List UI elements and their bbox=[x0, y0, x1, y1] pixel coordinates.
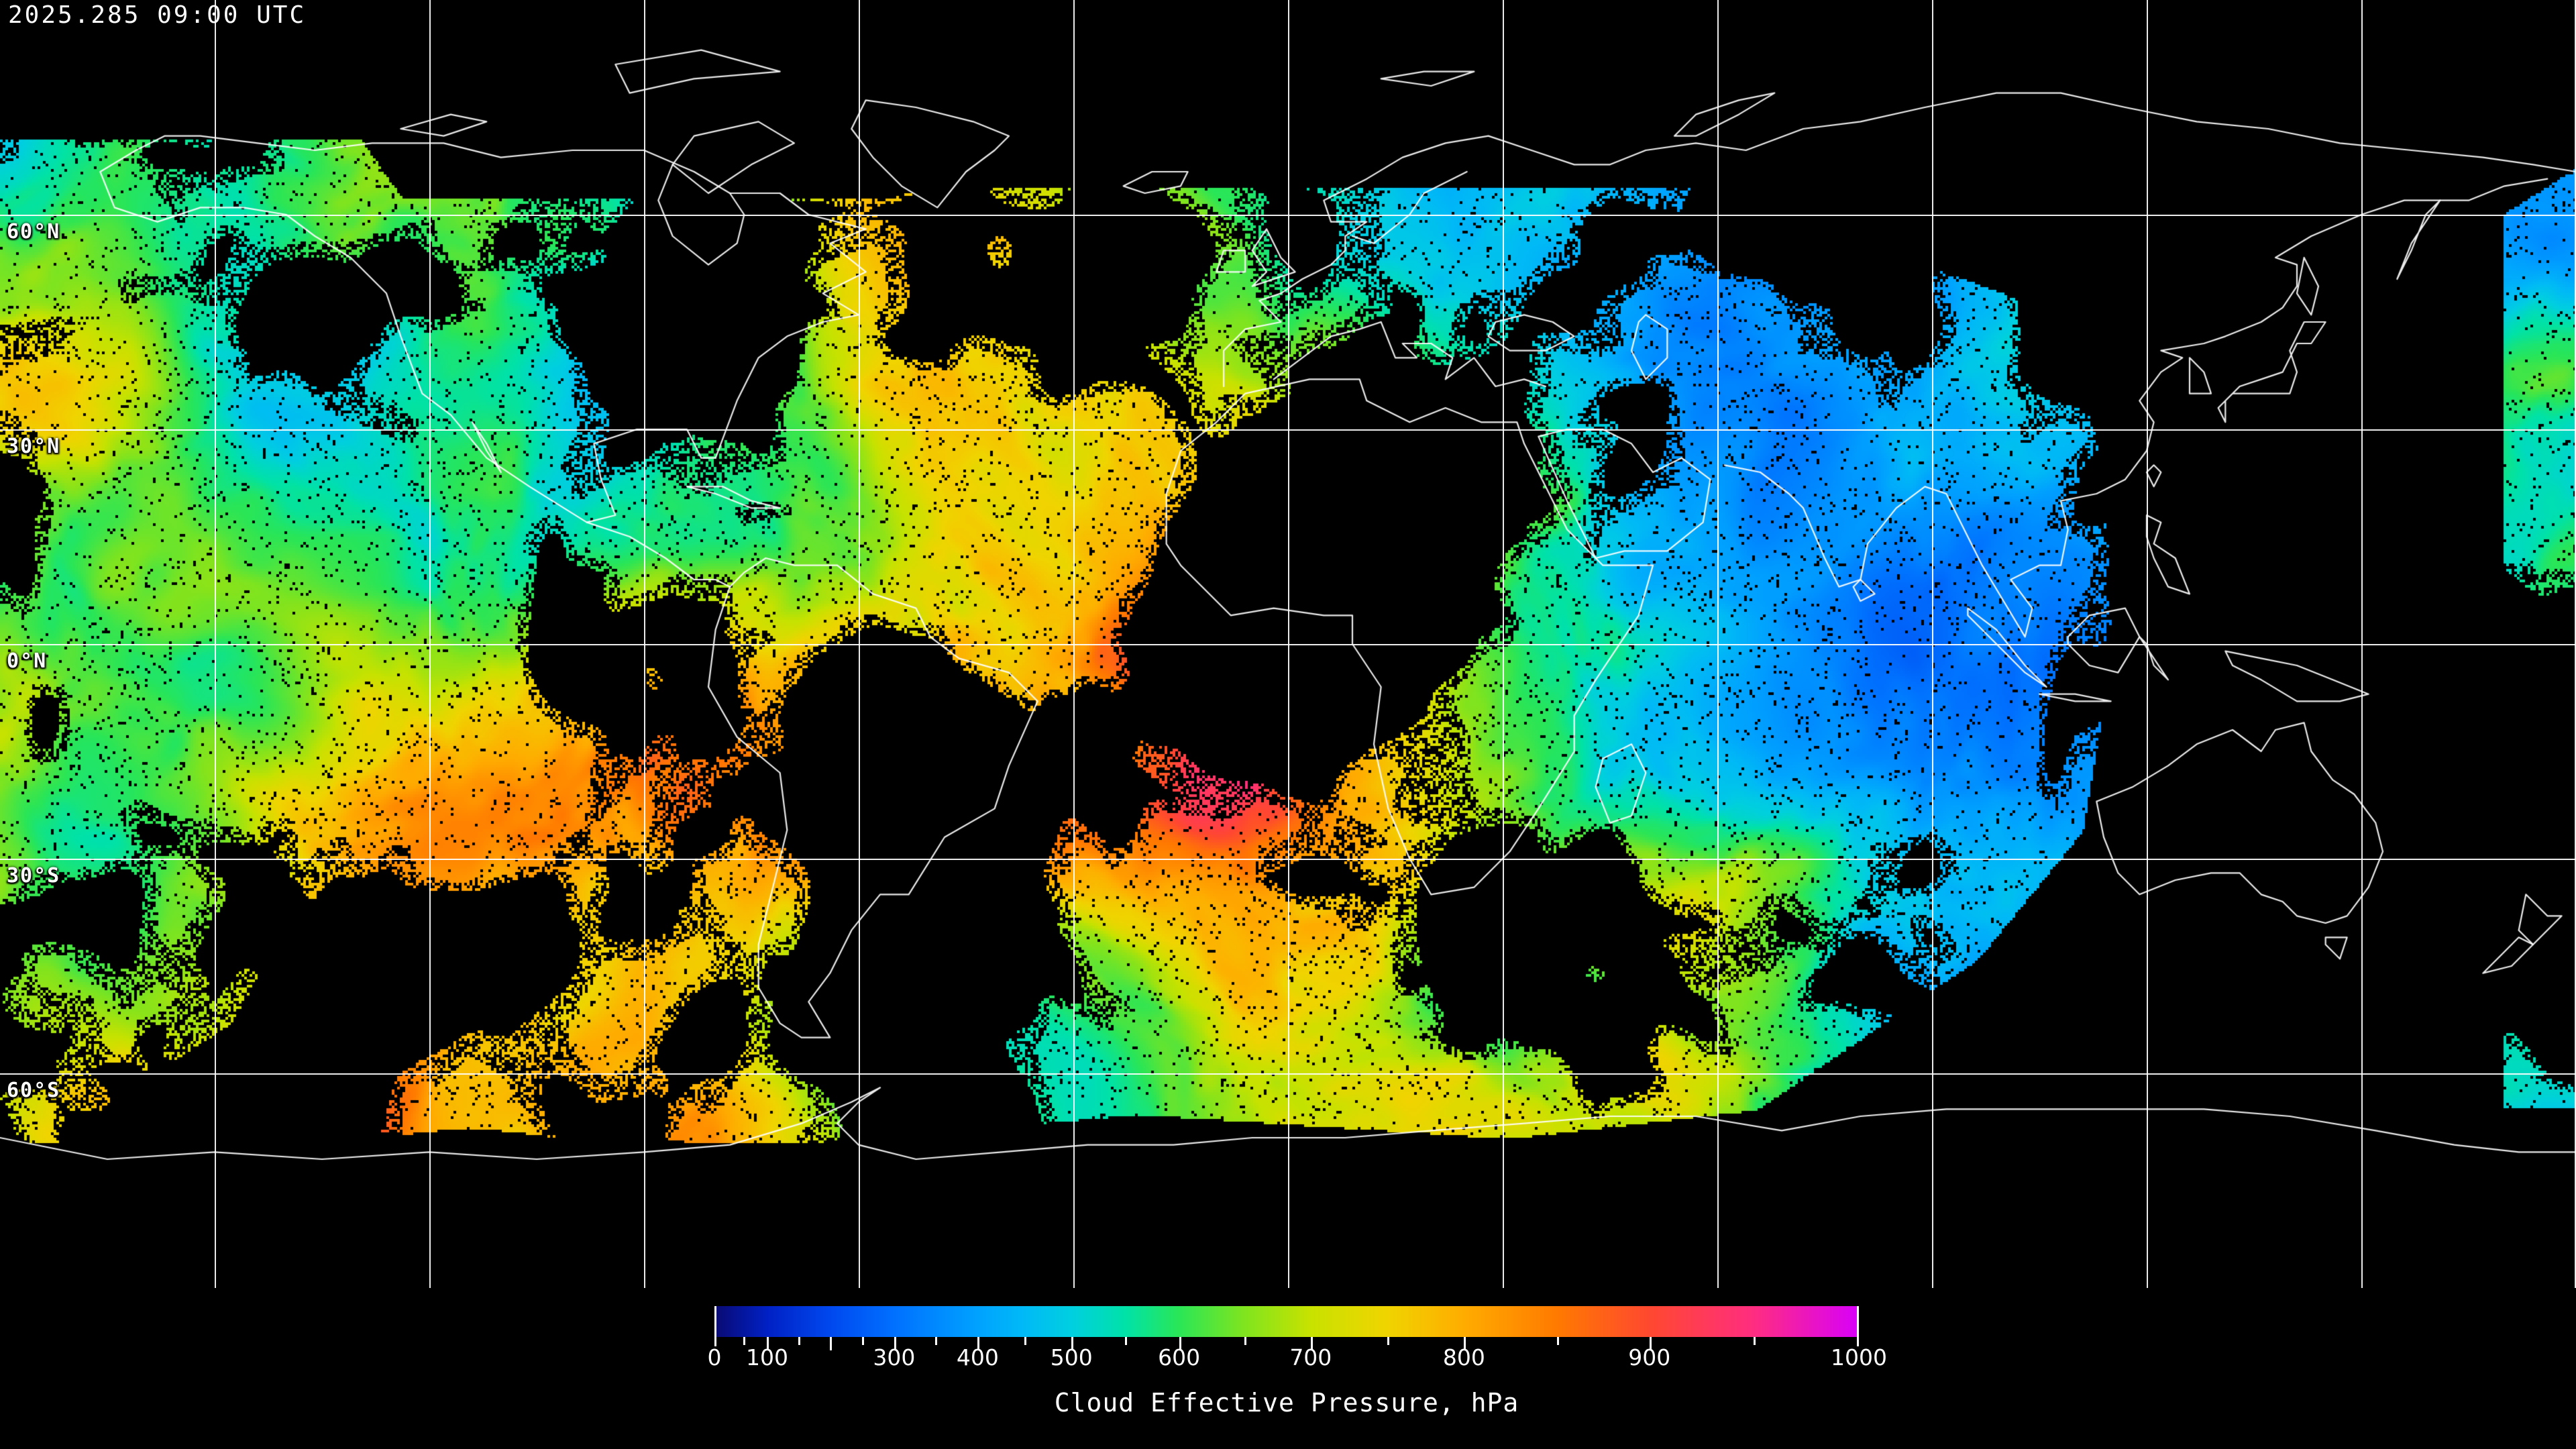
colorbar-tick-600 bbox=[1179, 1337, 1181, 1350]
colorbar-tick-label-600: 600 bbox=[1158, 1344, 1201, 1371]
gridline-lat-30 bbox=[0, 429, 2576, 431]
colorbar-tick-label-0: 0 bbox=[707, 1344, 722, 1371]
colorbar-title: Cloud Effective Pressure, hPa bbox=[1054, 1388, 1519, 1417]
colorbar-tick-300 bbox=[894, 1337, 896, 1350]
colorbar-tick-label-900: 900 bbox=[1628, 1344, 1671, 1371]
colorbar-tick-850 bbox=[1556, 1337, 1559, 1345]
colorbar-tick-label-100: 100 bbox=[745, 1344, 788, 1371]
lat-label--30: 30°S bbox=[7, 864, 61, 888]
colorbar-tick-700 bbox=[1310, 1337, 1313, 1350]
colorbar-tick-0 bbox=[714, 1306, 716, 1346]
lat-label--60: 60°S bbox=[7, 1079, 61, 1102]
colorbar-tick-label-300: 300 bbox=[873, 1344, 916, 1371]
lat-label-0: 0°N bbox=[7, 649, 48, 673]
lat-label-30: 30°N bbox=[7, 435, 61, 458]
colorbar-tick-1000 bbox=[1857, 1306, 1859, 1346]
colorbar-tick-750 bbox=[1387, 1337, 1390, 1345]
colorbar-gradient bbox=[714, 1306, 1859, 1337]
gridline-lat--30 bbox=[0, 859, 2576, 860]
gridline-lat--60 bbox=[0, 1073, 2576, 1075]
colorbar-tick-200 bbox=[830, 1337, 833, 1350]
gridline-lat-0 bbox=[0, 644, 2576, 645]
colorbar-tick-250 bbox=[862, 1337, 865, 1345]
colorbar-tick-label-700: 700 bbox=[1289, 1344, 1332, 1371]
timestamp: 2025.285 09:00 UTC bbox=[8, 1, 307, 29]
colorbar-tick-50 bbox=[743, 1337, 745, 1345]
colorbar-tick-100 bbox=[767, 1337, 769, 1350]
colorbar-tick-500 bbox=[1071, 1337, 1074, 1350]
colorbar-tick-450 bbox=[1024, 1337, 1027, 1345]
colorbar-tick-label-1000: 1000 bbox=[1831, 1344, 1887, 1371]
colorbar-tick-400 bbox=[977, 1337, 980, 1350]
colorbar-tick-label-400: 400 bbox=[956, 1344, 999, 1371]
colorbar-tick-label-500: 500 bbox=[1050, 1344, 1093, 1371]
colorbar-tick-950 bbox=[1754, 1337, 1756, 1345]
colorbar-tick-150 bbox=[798, 1337, 800, 1345]
colorbar: 0 100 300 400 500 600 700 800 900 1000 Cloud Effe… bbox=[708, 1306, 1887, 1417]
colorbar-tick-900 bbox=[1649, 1337, 1652, 1350]
colorbar-tick-650 bbox=[1244, 1337, 1246, 1345]
colorbar-tick-550 bbox=[1125, 1337, 1128, 1345]
gridline-lat-60 bbox=[0, 215, 2576, 216]
lat-label-60: 60°N bbox=[7, 220, 61, 244]
colorbar-tick-350 bbox=[935, 1337, 938, 1345]
colorbar-tick-label-800: 800 bbox=[1442, 1344, 1485, 1371]
colorbar-tick-800 bbox=[1464, 1337, 1466, 1350]
